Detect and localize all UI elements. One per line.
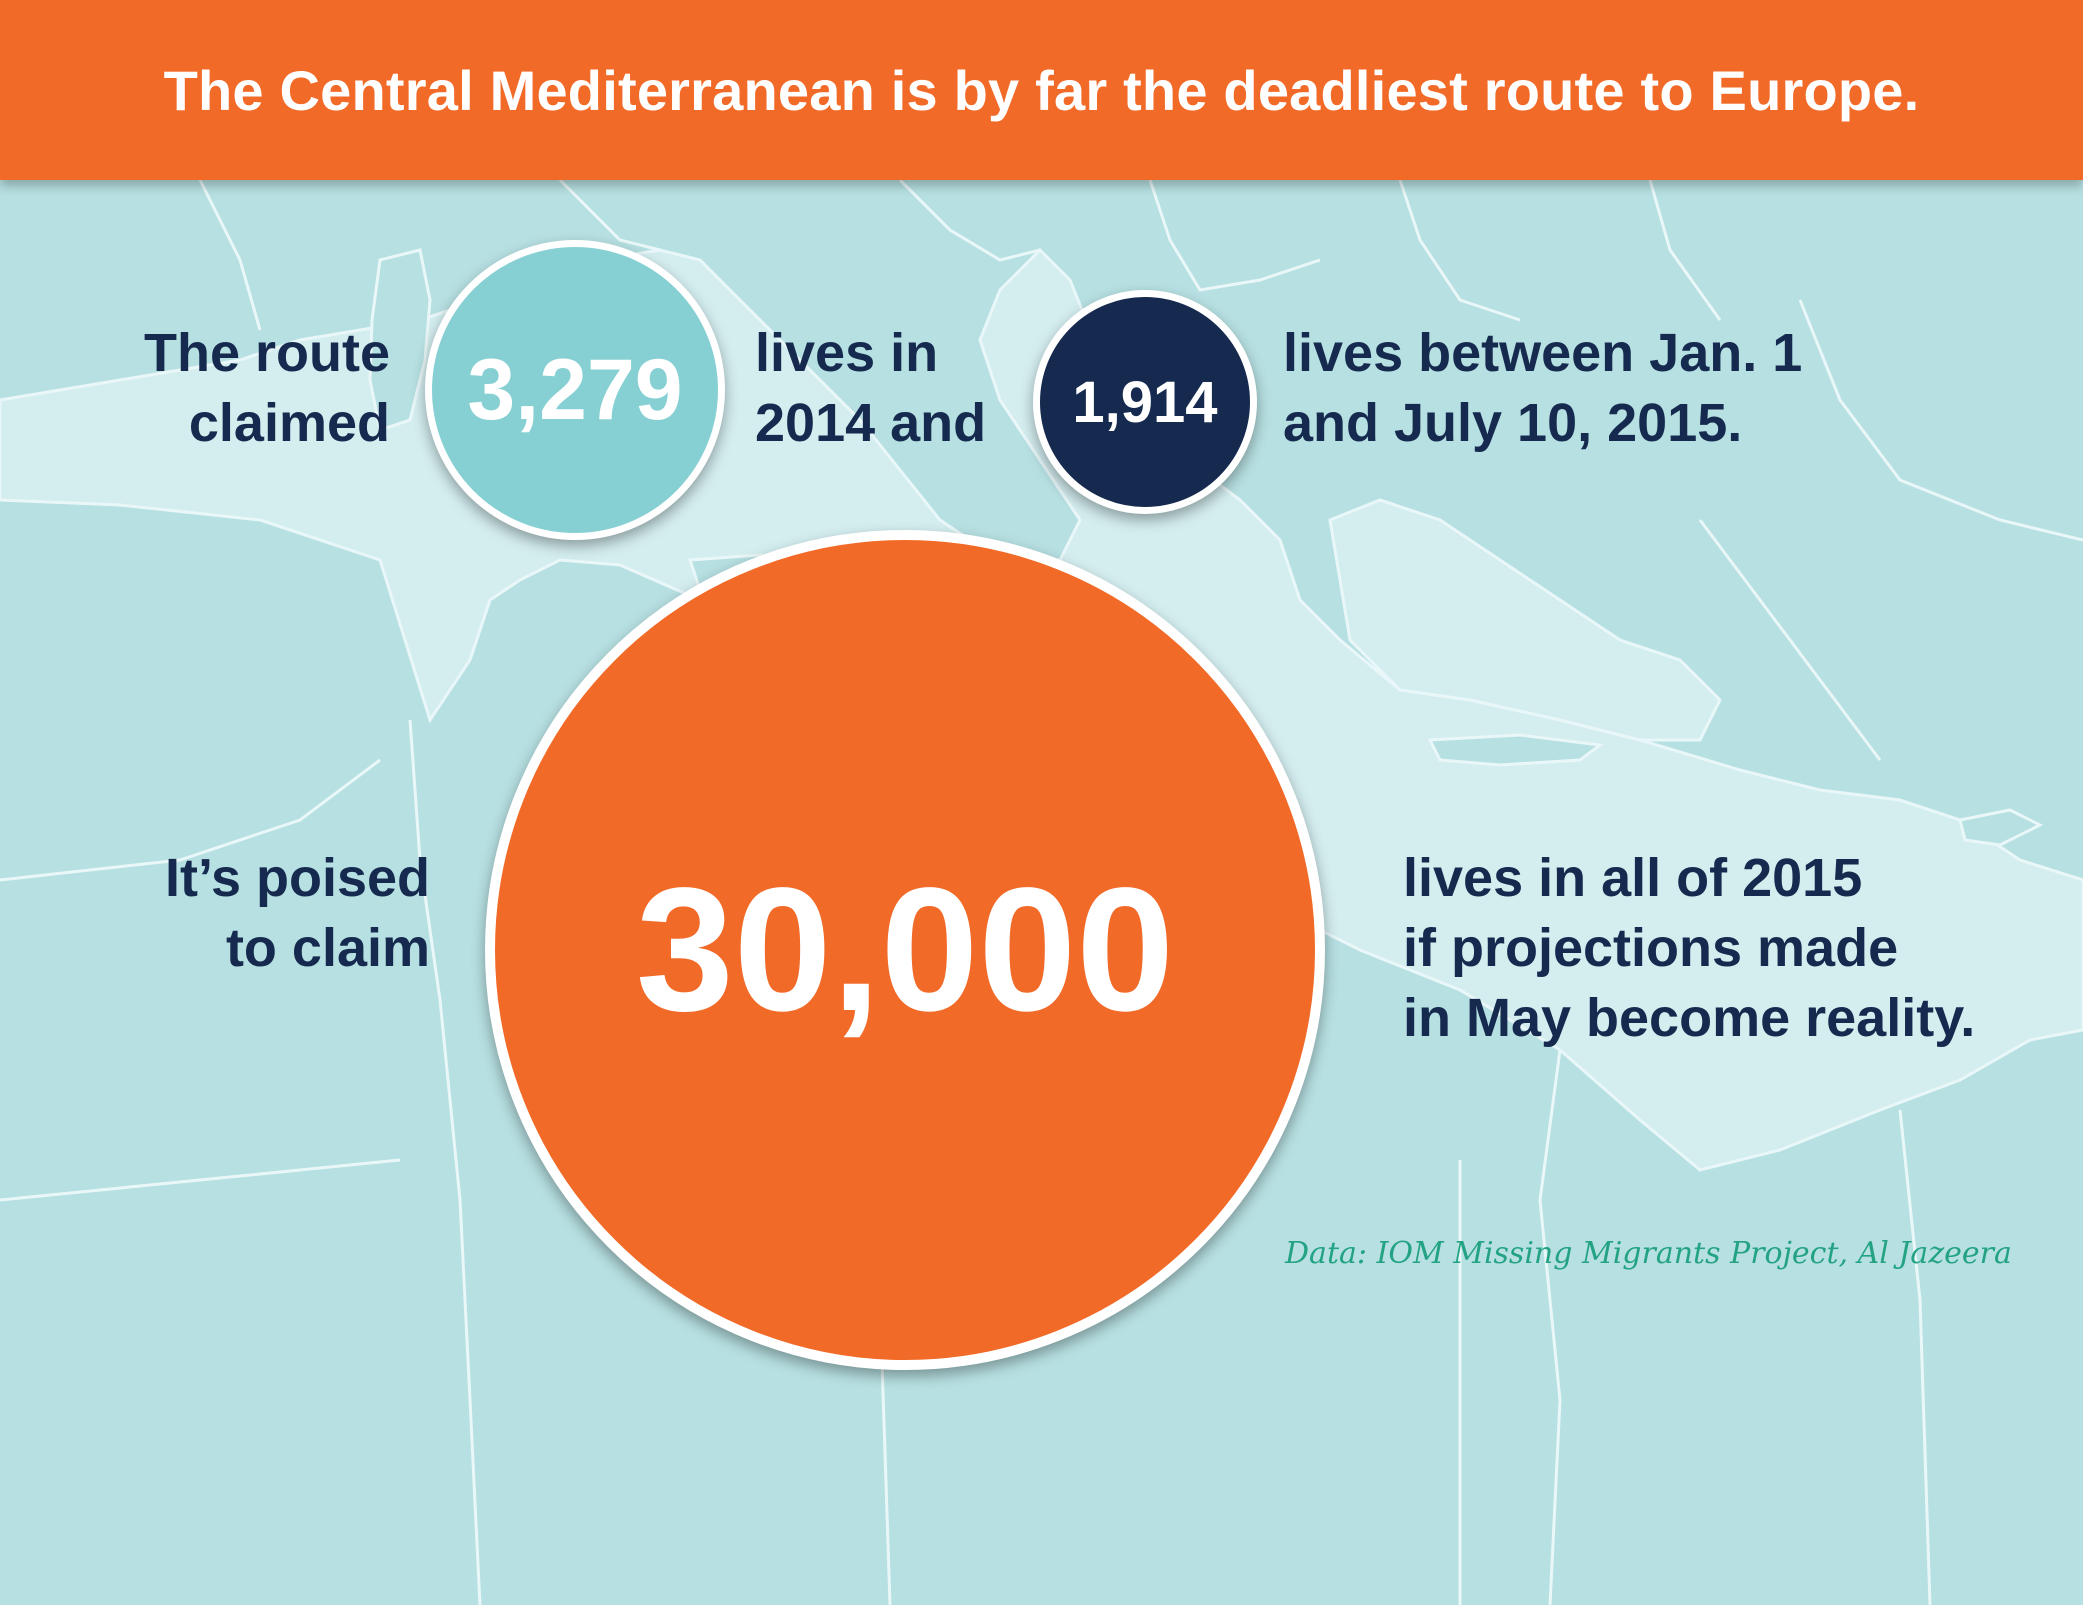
projection-intro-line-2: to claim xyxy=(225,918,430,978)
projection-tail-line-1: lives in all of 2015 xyxy=(1403,848,1863,908)
projection-intro-line-1: It’s poised xyxy=(164,848,430,908)
title-banner: The Central Mediterranean is by far the … xyxy=(0,0,2083,180)
projection-tail-text: lives in all of 2015 if projections made… xyxy=(1403,843,2043,1053)
data-source: Data: IOM Missing Migrants Project, Al J… xyxy=(1285,1236,2012,1271)
circle-projection-deaths: 30,000 xyxy=(485,530,1325,1370)
country-borders xyxy=(0,178,2083,1605)
value-2014: 3,279 xyxy=(467,341,683,438)
value-2015-partial: 1,914 xyxy=(1072,369,1218,435)
island-cyprus xyxy=(1958,808,2044,847)
circle-2015-partial-deaths: 1,914 xyxy=(1033,290,1257,514)
intro-line-2: claimed xyxy=(188,393,390,453)
intro-text: The route claimed xyxy=(100,318,390,458)
projection-intro-text: It’s poised to claim xyxy=(100,843,430,983)
page-title: The Central Mediterranean is by far the … xyxy=(163,58,1920,122)
island-sardinia xyxy=(368,248,432,432)
aegean-sea xyxy=(1328,498,1722,742)
mid-line-2: 2014 and xyxy=(755,393,987,453)
circle-2014-deaths: 3,279 xyxy=(425,240,725,540)
projection-tail-line-3: in May become reality. xyxy=(1403,988,1976,1048)
island-crete xyxy=(1427,733,1604,767)
tail-line-2: and July 10, 2015. xyxy=(1283,393,1743,453)
projection-tail-line-2: if projections made xyxy=(1403,918,1899,978)
tail-line-1: lives between Jan. 1 xyxy=(1283,323,1803,383)
mid-line-1: lives in xyxy=(755,323,939,383)
intro-line-1: The route xyxy=(143,323,390,383)
tail-text: lives between Jan. 1 and July 10, 2015. xyxy=(1283,318,1883,458)
mid-text: lives in 2014 and xyxy=(755,318,1015,458)
value-projection: 30,000 xyxy=(635,852,1175,1048)
